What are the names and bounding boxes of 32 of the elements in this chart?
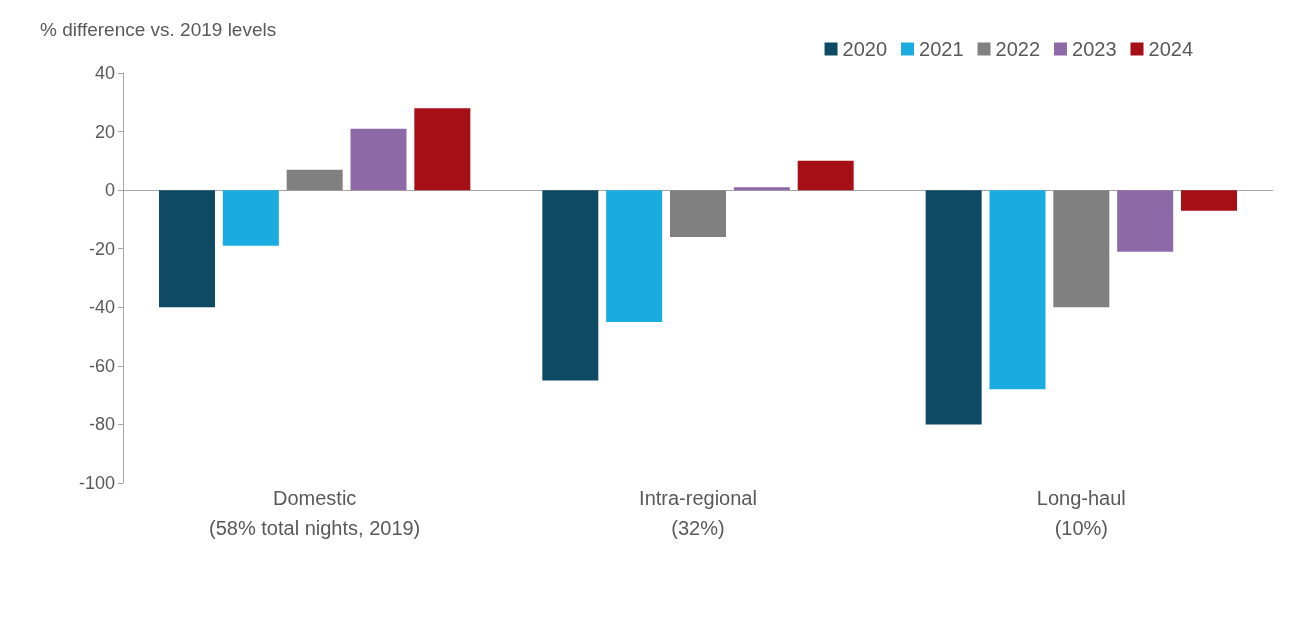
bar	[542, 190, 599, 381]
y-tick-label: 40	[94, 63, 115, 83]
bar	[670, 190, 726, 237]
legend-label: 2022	[995, 38, 1041, 60]
bar	[222, 190, 279, 246]
bar	[286, 169, 343, 191]
bar	[606, 190, 663, 322]
legend-label: 2023	[1072, 38, 1117, 60]
bar	[158, 190, 215, 308]
y-tick-label: -80	[88, 414, 115, 435]
y-tick-label: 20	[94, 121, 115, 142]
y-tick-label: -40	[88, 297, 115, 318]
y-tick-label: 0	[104, 180, 115, 201]
x-tick-label: Long-haul (10%)	[1036, 487, 1126, 539]
bar	[1053, 190, 1110, 308]
legend-label: 2024	[1148, 38, 1194, 60]
y-tick-label: -60	[88, 355, 115, 376]
legend-label: 2020	[842, 38, 888, 60]
bar	[797, 160, 854, 191]
bar	[989, 190, 1046, 390]
bar	[1117, 190, 1174, 252]
x-tick-label: Intra-regional (32%)	[639, 487, 757, 539]
y-tick-label: -100	[78, 473, 115, 493]
bar	[414, 108, 471, 191]
x-tick-label: Domestic (58% total nights, 2019)	[209, 487, 421, 539]
bar	[733, 187, 790, 191]
bar	[925, 190, 982, 425]
y-tick-label: -20	[88, 238, 115, 259]
bar	[1181, 190, 1238, 211]
y-axis-title: % difference vs. 2019 levels	[40, 19, 277, 40]
bar	[350, 128, 407, 191]
legend-label: 2021	[919, 38, 964, 60]
